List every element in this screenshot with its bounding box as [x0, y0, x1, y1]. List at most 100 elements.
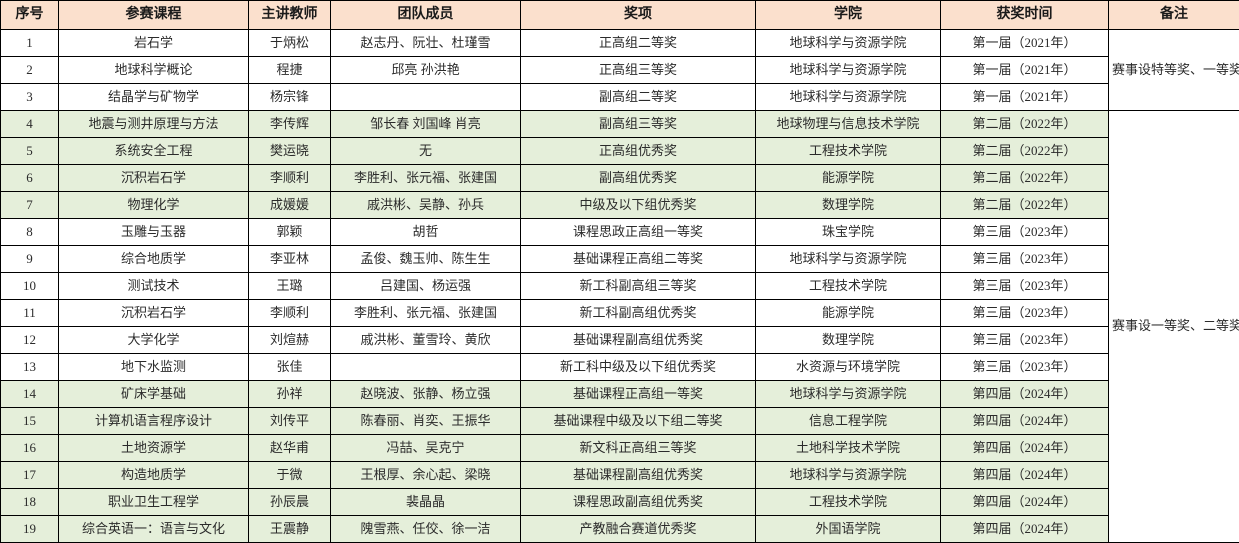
- cell-time: 第四届（2024年）: [941, 516, 1109, 543]
- cell-team: 胡哲: [331, 219, 521, 246]
- cell-teacher: 杨宗锋: [249, 84, 331, 111]
- cell-teacher: 樊运晓: [249, 138, 331, 165]
- cell-award: 新文科正高组三等奖: [521, 435, 756, 462]
- cell-time: 第二届（2022年）: [941, 165, 1109, 192]
- cell-index: 16: [1, 435, 59, 462]
- cell-index: 15: [1, 408, 59, 435]
- cell-teacher: 王璐: [249, 273, 331, 300]
- cell-index: 1: [1, 30, 59, 57]
- cell-course: 地下水监测: [59, 354, 249, 381]
- cell-course: 综合英语一：语言与文化: [59, 516, 249, 543]
- cell-team: 赵晓波、张静、杨立强: [331, 381, 521, 408]
- cell-time: 第一届（2021年）: [941, 30, 1109, 57]
- cell-school: 数理学院: [756, 327, 941, 354]
- cell-course: 物理化学: [59, 192, 249, 219]
- cell-index: 3: [1, 84, 59, 111]
- cell-course: 职业卫生工程学: [59, 489, 249, 516]
- cell-index: 9: [1, 246, 59, 273]
- cell-school: 能源学院: [756, 165, 941, 192]
- cell-course: 沉积岩石学: [59, 300, 249, 327]
- cell-team: 赵志丹、阮壮、杜瑾雪: [331, 30, 521, 57]
- cell-teacher: 李亚林: [249, 246, 331, 273]
- cell-award: 正高组二等奖: [521, 30, 756, 57]
- cell-time: 第一届（2021年）: [941, 84, 1109, 111]
- cell-index: 18: [1, 489, 59, 516]
- cell-index: 4: [1, 111, 59, 138]
- cell-time: 第四届（2024年）: [941, 489, 1109, 516]
- cell-school: 地球科学与资源学院: [756, 246, 941, 273]
- cell-teacher: 李传辉: [249, 111, 331, 138]
- cell-index: 2: [1, 57, 59, 84]
- cell-school: 土地科学技术学院: [756, 435, 941, 462]
- cell-teacher: 李顺利: [249, 165, 331, 192]
- cell-index: 11: [1, 300, 59, 327]
- cell-remark: 赛事设特等奖、一等奖、二等奖、三等奖: [1109, 30, 1239, 111]
- column-header-index: 序号: [1, 1, 59, 30]
- cell-teacher: 刘煊赫: [249, 327, 331, 354]
- cell-index: 13: [1, 354, 59, 381]
- cell-school: 能源学院: [756, 300, 941, 327]
- cell-course: 综合地质学: [59, 246, 249, 273]
- cell-teacher: 成媛媛: [249, 192, 331, 219]
- cell-index: 19: [1, 516, 59, 543]
- cell-teacher: 孙祥: [249, 381, 331, 408]
- cell-school: 外国语学院: [756, 516, 941, 543]
- cell-time: 第四届（2024年）: [941, 381, 1109, 408]
- cell-team: 李胜利、张元福、张建国: [331, 300, 521, 327]
- cell-course: 岩石学: [59, 30, 249, 57]
- cell-team: 邱亮 孙洪艳: [331, 57, 521, 84]
- cell-index: 5: [1, 138, 59, 165]
- cell-time: 第四届（2024年）: [941, 435, 1109, 462]
- cell-teacher: 郭颖: [249, 219, 331, 246]
- cell-team: [331, 354, 521, 381]
- cell-time: 第三届（2023年）: [941, 327, 1109, 354]
- cell-time: 第一届（2021年）: [941, 57, 1109, 84]
- cell-course: 计算机语言程序设计: [59, 408, 249, 435]
- cell-course: 大学化学: [59, 327, 249, 354]
- cell-time: 第三届（2023年）: [941, 300, 1109, 327]
- cell-team: 李胜利、张元福、张建国: [331, 165, 521, 192]
- column-header-school: 学院: [756, 1, 941, 30]
- cell-time: 第三届（2023年）: [941, 354, 1109, 381]
- cell-award: 课程思政正高组一等奖: [521, 219, 756, 246]
- cell-award: 基础课程中级及以下组二等奖: [521, 408, 756, 435]
- cell-school: 信息工程学院: [756, 408, 941, 435]
- cell-index: 8: [1, 219, 59, 246]
- column-header-remark: 备注: [1109, 1, 1239, 30]
- cell-course: 土地资源学: [59, 435, 249, 462]
- cell-team: 王根厚、余心起、梁晓: [331, 462, 521, 489]
- cell-team: 吕建国、杨运强: [331, 273, 521, 300]
- cell-index: 10: [1, 273, 59, 300]
- cell-team: 裴晶晶: [331, 489, 521, 516]
- cell-index: 14: [1, 381, 59, 408]
- cell-course: 地球科学概论: [59, 57, 249, 84]
- cell-teacher: 赵华甫: [249, 435, 331, 462]
- column-header-award: 奖项: [521, 1, 756, 30]
- cell-award: 产教融合赛道优秀奖: [521, 516, 756, 543]
- cell-teacher: 孙辰晨: [249, 489, 331, 516]
- cell-time: 第四届（2024年）: [941, 408, 1109, 435]
- cell-award: 基础课程副高组优秀奖: [521, 327, 756, 354]
- cell-school: 地球科学与资源学院: [756, 57, 941, 84]
- cell-award: 副高组二等奖: [521, 84, 756, 111]
- cell-time: 第三届（2023年）: [941, 219, 1109, 246]
- cell-award: 新工科副高组三等奖: [521, 273, 756, 300]
- cell-teacher: 程捷: [249, 57, 331, 84]
- cell-award: 基础课程正高组二等奖: [521, 246, 756, 273]
- cell-team: 孟俊、魏玉帅、陈生生: [331, 246, 521, 273]
- cell-index: 12: [1, 327, 59, 354]
